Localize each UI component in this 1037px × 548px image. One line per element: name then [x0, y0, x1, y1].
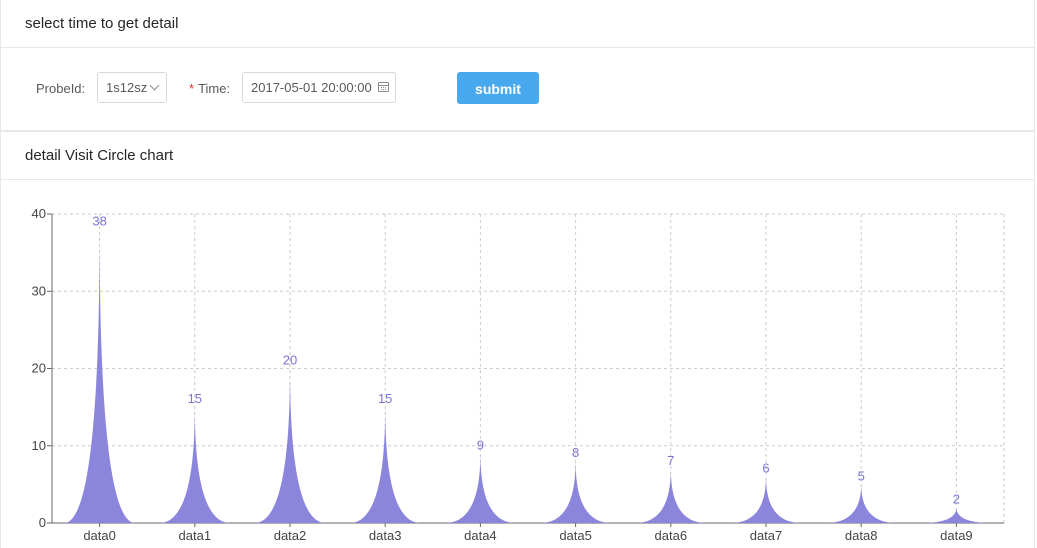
x-tick-label: data4: [464, 528, 497, 543]
data-spike: [730, 476, 802, 523]
query-form: ProbeId: 1s12sz * Time: 2017-05-01 20:00:…: [1, 72, 1034, 105]
data-spike: [349, 407, 421, 523]
y-tick-label: 20: [32, 361, 46, 376]
data-label: 9: [477, 437, 484, 452]
x-tick-label: data9: [940, 528, 973, 543]
time-value: 2017-05-01 20:00:00: [251, 80, 372, 95]
select-time-card: select time to get detail ProbeId: 1s12s…: [0, 0, 1035, 131]
data-label: 2: [953, 492, 960, 507]
select-time-card-title: select time to get detail: [1, 0, 1034, 48]
x-tick-label: data0: [83, 528, 116, 543]
data-spike: [64, 229, 136, 523]
y-tick-label: 30: [32, 283, 46, 298]
x-tick-label: data7: [750, 528, 783, 543]
data-label: 20: [283, 353, 297, 368]
data-spike: [825, 484, 897, 523]
required-mark: *: [189, 81, 195, 96]
data-spike: [540, 461, 612, 523]
probe-id-label: ProbeId:: [36, 81, 86, 96]
data-spike: [635, 468, 707, 523]
chart-card-title: detail Visit Circle chart: [1, 132, 1034, 180]
data-label: 38: [92, 213, 106, 228]
chevron-down-icon: [149, 80, 160, 91]
x-tick-label: data2: [274, 528, 307, 543]
time-date-picker[interactable]: 2017-05-01 20:00:00: [242, 72, 396, 103]
x-tick-label: data3: [369, 528, 402, 543]
x-tick-label: data6: [655, 528, 688, 543]
data-spike: [444, 453, 516, 523]
y-tick-label: 40: [32, 206, 46, 221]
data-label: 8: [572, 445, 579, 460]
data-label: 15: [378, 391, 392, 406]
x-tick-label: data8: [845, 528, 878, 543]
data-spike: [920, 507, 992, 523]
data-label: 15: [188, 391, 202, 406]
chart-card: detail Visit Circle chart: [0, 131, 1035, 548]
x-tick-label: data5: [559, 528, 592, 543]
probe-id-select[interactable]: 1s12sz: [97, 72, 167, 103]
submit-button[interactable]: submit: [457, 72, 539, 104]
time-label: * Time:: [189, 81, 231, 96]
data-spike: [159, 407, 231, 523]
calendar-icon[interactable]: [378, 82, 389, 92]
y-tick-label: 10: [32, 438, 46, 453]
data-label: 6: [762, 461, 769, 476]
probe-id-value: 1s12sz: [106, 80, 148, 95]
visit-circle-chart: 0 10 20 30 40 38 data0 15 data1 20 data2 15 data3 9 da…: [32, 206, 1005, 543]
data-label: 7: [667, 453, 674, 468]
data-spike: [254, 368, 326, 523]
y-tick-label: 0: [39, 515, 46, 530]
x-tick-label: data1: [179, 528, 212, 543]
data-label: 5: [858, 468, 865, 483]
